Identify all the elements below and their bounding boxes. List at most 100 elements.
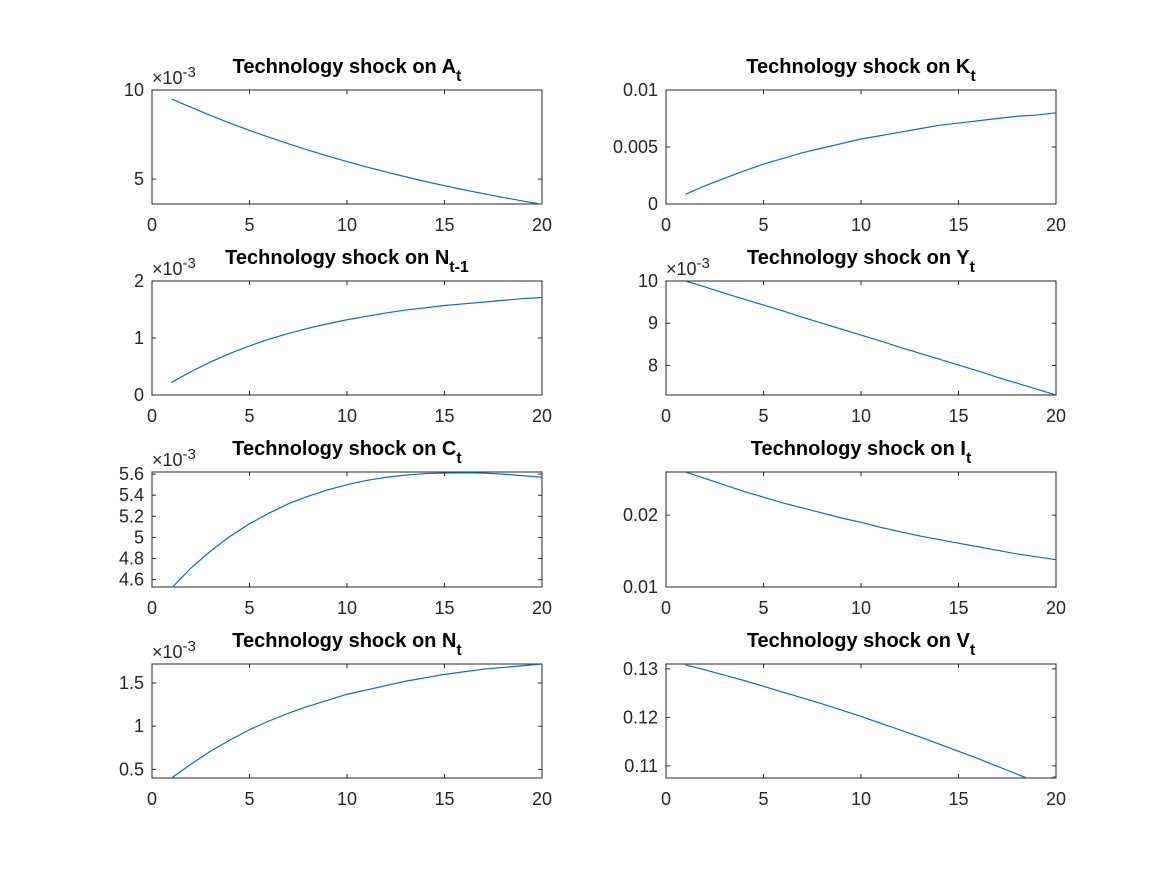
subplot-title: Technology shock on Nt-1 (225, 247, 469, 276)
y-tick-label: 0 (134, 385, 144, 405)
y-tick-label: 10 (638, 271, 658, 291)
y-tick-label: 2 (134, 271, 144, 291)
subplot-title-subscript: t (970, 259, 976, 276)
x-tick-label: 5 (758, 789, 768, 809)
y-tick-label: 4.8 (119, 549, 144, 569)
y-tick-label: 0.13 (623, 659, 658, 679)
y-tick-label: 0.005 (613, 137, 658, 157)
x-tick-label: 20 (532, 598, 552, 618)
subplot-title: Technology shock on It (751, 438, 972, 467)
x-tick-label: 20 (1046, 598, 1066, 618)
y-tick-label: 5.2 (119, 506, 144, 526)
axes-frame (151, 663, 543, 779)
subplot-title-subscript: t (970, 68, 976, 85)
subplot-title-subscript: t (966, 450, 972, 467)
y-tick-label: 0.11 (624, 756, 658, 776)
y-tick-label: 10 (124, 80, 144, 100)
x-tick-label: 10 (337, 598, 357, 618)
x-tick-label: 5 (244, 215, 254, 235)
x-tick-label: 0 (147, 598, 157, 618)
subplot-title-subscript: t (970, 642, 976, 659)
series-line (171, 296, 542, 383)
axes-frame (665, 471, 1057, 588)
subplot-8: 0 5 10 15 20 0.11 0.12 0.13 Technology shock on … (623, 630, 1066, 809)
subplot-title: Technology shock on At (233, 56, 462, 85)
y-tick-label: 5 (134, 169, 144, 189)
x-tick-label: 0 (147, 789, 157, 809)
subplot-6: 0 5 10 15 20 0.01 0.02 Technology shock on It (623, 438, 1066, 618)
x-tick-label: 5 (758, 215, 768, 235)
x-tick-label: 10 (337, 215, 357, 235)
series-line (685, 664, 1056, 778)
x-tick-label: 0 (661, 789, 671, 809)
series-line (171, 98, 542, 204)
subplot-2: 0 5 10 15 20 0 0.005 0.01 Technology shock on Kt (613, 56, 1066, 235)
y-tick-label: 5.6 (119, 464, 144, 484)
y-tick-label: 0.5 (119, 759, 144, 779)
y-tick-label: 1.5 (119, 673, 144, 693)
x-tick-label: 5 (244, 598, 254, 618)
subplot-4: 0 5 10 15 20 8 9 10 ×10-3 Technology shock on Yt (638, 247, 1066, 426)
x-tick-label: 0 (147, 215, 157, 235)
y-tick-label: 9 (648, 313, 658, 333)
y-exponent-label: ×10-3 (152, 64, 196, 88)
x-tick-label: 20 (532, 789, 552, 809)
y-exponent-label: ×10-3 (152, 638, 196, 662)
x-tick-label: 5 (244, 789, 254, 809)
series-line (685, 112, 1056, 195)
x-tick-label: 10 (851, 215, 871, 235)
series-line (171, 664, 542, 778)
y-tick-label: 5 (134, 527, 144, 547)
x-tick-label: 0 (661, 598, 671, 618)
y-tick-label: 1 (134, 328, 144, 348)
y-exponent-power: -3 (183, 638, 196, 655)
subplot-title: Technology shock on Nt (232, 630, 462, 659)
y-exponent-power: -3 (183, 255, 196, 272)
y-tick-label: 1 (134, 716, 144, 736)
y-exponent-power: -3 (183, 64, 196, 81)
y-exponent-label: ×10-3 (152, 446, 196, 470)
y-exponent-power: -3 (183, 446, 196, 463)
subplot-title-subscript: t (456, 642, 462, 659)
subplot-title-subscript: t-1 (449, 259, 469, 276)
x-tick-label: 20 (532, 406, 552, 426)
x-tick-label: 0 (661, 406, 671, 426)
axes-frame (151, 89, 543, 205)
y-exponent-label: ×10-3 (666, 255, 710, 279)
axes-frame (665, 663, 1057, 779)
x-tick-label: 10 (851, 598, 871, 618)
subplot-title: Technology shock on Yt (747, 247, 976, 276)
x-tick-label: 20 (1046, 215, 1066, 235)
x-tick-label: 15 (948, 598, 968, 618)
x-tick-label: 15 (948, 789, 968, 809)
subplot-1: 0 5 10 15 20 5 10 ×10-3 Technology shock on At (124, 56, 552, 235)
y-tick-label: 8 (648, 355, 658, 375)
series-line (685, 281, 1056, 395)
axes-frame (151, 471, 543, 588)
series-line (685, 472, 1056, 561)
x-tick-label: 15 (948, 215, 968, 235)
subplot-5: 0 5 10 15 204.64.855.25.45.6×10-3 Technology … (119, 438, 552, 618)
x-tick-label: 15 (434, 215, 454, 235)
x-tick-label: 15 (434, 789, 454, 809)
x-tick-label: 5 (758, 406, 768, 426)
y-tick-label: 0.01 (623, 80, 658, 100)
subplot-7: 0 5 10 15 20 0.5 1 1.5 ×10-3 Technology shock on … (119, 630, 552, 809)
subplot-title: Technology shock on Kt (746, 56, 976, 85)
axes-frame (665, 89, 1057, 205)
subplot-title-subscript: t (456, 450, 462, 467)
x-tick-label: 20 (1046, 406, 1066, 426)
series-line (171, 472, 542, 587)
x-tick-label: 10 (851, 406, 871, 426)
x-tick-label: 10 (337, 406, 357, 426)
subplot-3: 0 5 10 15 20 0 1 2 ×10-3 Technology shock on Nt-1 (134, 247, 552, 426)
x-tick-label: 5 (244, 406, 254, 426)
subplot-title: Technology shock on Vt (747, 630, 976, 659)
axes-frame (151, 280, 543, 396)
axes-frame (665, 280, 1057, 396)
y-tick-label: 0.01 (623, 577, 658, 597)
x-tick-label: 15 (434, 598, 454, 618)
y-tick-label: 4.6 (119, 570, 144, 590)
y-exponent-label: ×10-3 (152, 255, 196, 279)
subplot-title: Technology shock on Ct (232, 438, 462, 467)
